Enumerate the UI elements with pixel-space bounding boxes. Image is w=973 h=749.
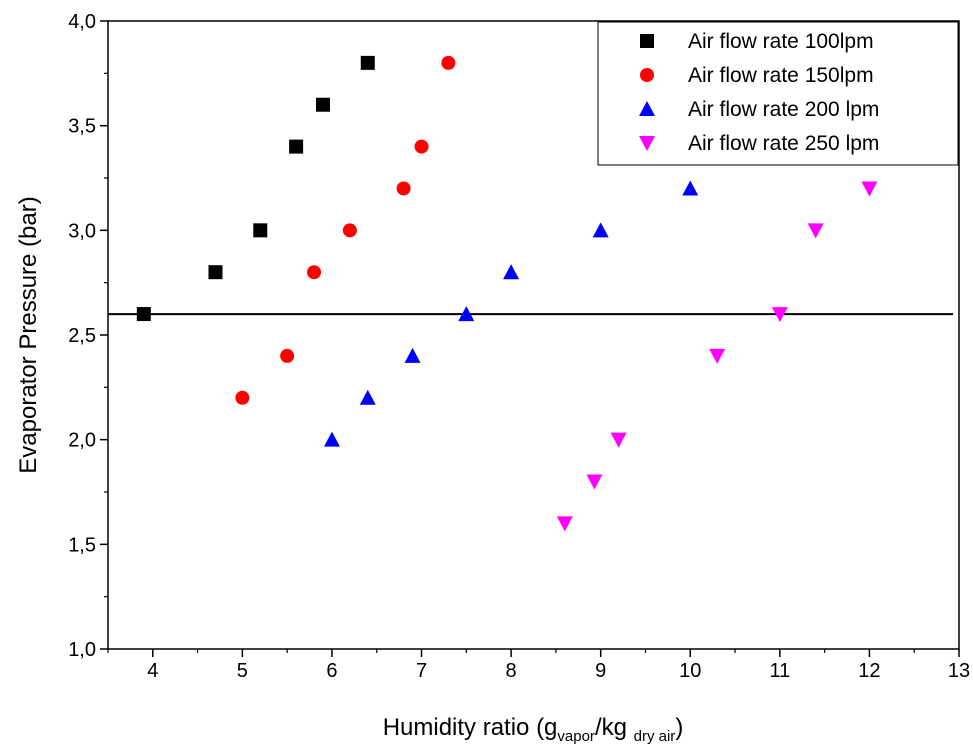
- legend-marker: [639, 136, 655, 151]
- x-tick-label: 9: [595, 660, 606, 682]
- x-axis-title-sub-dryair: dry air: [634, 728, 676, 745]
- y-tick-label: 3,0: [68, 220, 96, 242]
- legend-item: Air flow rate 100lpm: [640, 30, 874, 53]
- legend-box: [597, 21, 959, 166]
- legend: Air flow rate 100lpm Air flow rate 150lpm…: [597, 21, 959, 166]
- y-tick-label: 3,5: [68, 116, 96, 138]
- data-point: [861, 181, 878, 197]
- data-point: [610, 432, 627, 448]
- data-point: [208, 265, 223, 280]
- data-point: [414, 139, 429, 154]
- y-axis-title: Evaporator Pressure (bar): [15, 196, 42, 473]
- data-point: [556, 516, 573, 532]
- data-point: [315, 97, 330, 112]
- legend-items: Air flow rate 100lpm Air flow rate 150lpm…: [639, 30, 879, 155]
- legend-marker: [640, 68, 654, 82]
- x-axis-title-end: ): [675, 714, 683, 741]
- legend-item: Air flow rate 150lpm: [640, 64, 874, 87]
- y-tick-label: 4,0: [68, 11, 96, 33]
- data-point: [280, 348, 295, 363]
- x-axis-title: Humidity ratio (gvapor/kg dry air): [383, 714, 684, 745]
- legend-label: Air flow rate 250 lpm: [688, 132, 879, 155]
- legend-marker: [639, 101, 655, 116]
- legend-item: Air flow rate 250 lpm: [639, 132, 879, 155]
- x-tick-label: 12: [858, 660, 880, 682]
- data-point: [586, 474, 603, 490]
- data-point: [342, 223, 357, 238]
- data-point: [289, 139, 304, 154]
- data-point: [503, 264, 520, 280]
- legend-label: Air flow rate 150lpm: [688, 64, 874, 87]
- y-tick-label: 1,0: [68, 639, 96, 661]
- data-point: [458, 306, 475, 322]
- series-2: [235, 55, 456, 405]
- x-tick-label: 7: [416, 660, 427, 682]
- data-point: [404, 347, 421, 363]
- series-4: [556, 181, 878, 532]
- data-point: [136, 307, 151, 322]
- axis-ticks: 4 5 6 7 8 9 10 11 12 13 1,0 1,5 2,0 2,5 3,0 3,5 4,0: [68, 11, 970, 682]
- x-axis-title-sub-vapor: vapor: [557, 728, 595, 745]
- data-point: [771, 307, 788, 323]
- legend-item: Air flow rate 200 lpm: [639, 98, 879, 121]
- data-point: [396, 181, 411, 196]
- x-tick-label: 13: [948, 660, 970, 682]
- x-axis-title-mid: /kg: [595, 714, 634, 741]
- y-tick-label: 1,5: [68, 534, 96, 556]
- x-tick-label: 6: [326, 660, 337, 682]
- x-tick-label: 8: [506, 660, 517, 682]
- data-point: [709, 348, 726, 364]
- data-point: [682, 180, 699, 196]
- data-point: [807, 223, 824, 239]
- x-axis-title-main: Humidity ratio (g: [383, 714, 558, 741]
- x-tick-label: 10: [679, 660, 701, 682]
- series-1: [136, 55, 375, 322]
- data-point: [360, 55, 375, 70]
- y-tick-label: 2,5: [68, 325, 96, 347]
- data-point: [235, 390, 250, 405]
- data-point: [359, 389, 376, 405]
- series-3: [323, 180, 699, 447]
- data-point: [323, 431, 340, 447]
- legend-label: Air flow rate 200 lpm: [688, 98, 879, 121]
- data-point: [307, 265, 322, 280]
- data-point: [441, 55, 456, 70]
- x-tick-label: 5: [237, 660, 248, 682]
- legend-label: Air flow rate 100lpm: [688, 30, 874, 53]
- data-point: [592, 222, 609, 238]
- y-tick-label: 2,0: [68, 430, 96, 452]
- data-point: [253, 223, 268, 238]
- data-points: [136, 55, 878, 532]
- x-tick-label: 4: [147, 660, 158, 682]
- x-tick-label: 11: [769, 660, 790, 682]
- legend-marker: [640, 34, 654, 48]
